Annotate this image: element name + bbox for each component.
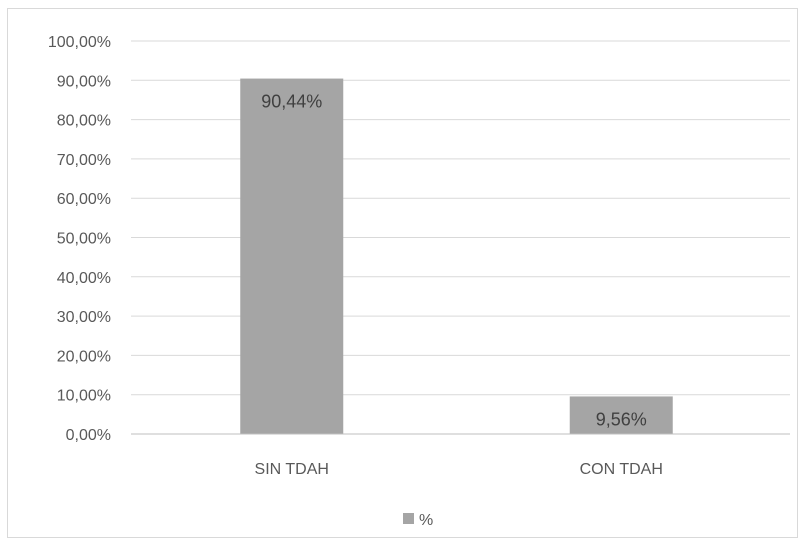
category-label: CON TDAH	[580, 461, 663, 478]
bar-sin-tdah	[240, 78, 344, 434]
data-label: 90,44%	[261, 92, 322, 112]
y-tick-label: 60,00%	[57, 191, 111, 208]
y-tick-label: 80,00%	[57, 113, 111, 130]
data-labels: 90,44% 9,56%	[261, 92, 647, 430]
y-tick-label: 100,00%	[48, 34, 111, 51]
gridlines	[131, 40, 790, 396]
legend-entry-label: %	[419, 512, 433, 529]
legend: %	[403, 512, 433, 529]
y-axis-tick-labels: 0,00% 10,00% 20,00% 30,00% 40,00% 50,00% 60,00…	[48, 34, 111, 444]
y-tick-label: 50,00%	[57, 231, 111, 248]
y-tick-label: 90,00%	[57, 73, 111, 90]
y-tick-label: 20,00%	[57, 348, 111, 365]
data-label: 9,56%	[596, 409, 647, 429]
y-tick-label: 30,00%	[57, 309, 111, 326]
y-tick-label: 0,00%	[66, 427, 111, 444]
category-label: SIN TDAH	[255, 461, 329, 478]
legend-swatch	[403, 513, 414, 524]
bars	[240, 78, 673, 434]
y-tick-label: 40,00%	[57, 270, 111, 287]
y-tick-label: 10,00%	[57, 388, 111, 405]
y-tick-label: 70,00%	[57, 152, 111, 169]
chart-frame	[7, 8, 798, 538]
x-axis-category-labels: SIN TDAH CON TDAH	[255, 461, 663, 478]
bar-con-tdah	[569, 396, 673, 434]
